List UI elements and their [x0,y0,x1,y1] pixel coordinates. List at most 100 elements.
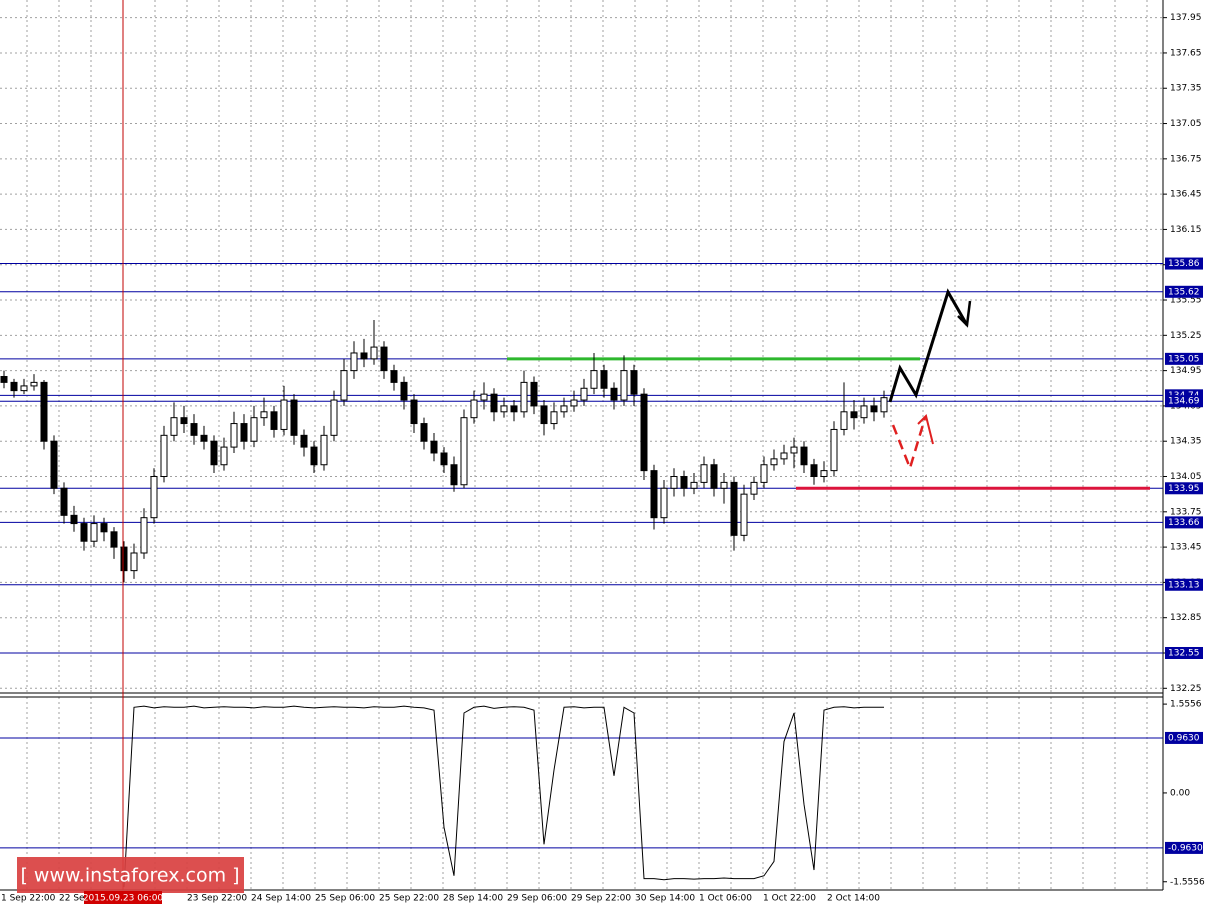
crosshair-box [84,891,162,904]
candle-body [340,370,348,401]
y-tick-label: 134.35 [1170,437,1202,447]
x-tick-label: 25 Sep 22:00 [379,894,439,904]
candle-body [70,514,78,525]
level-label: 135.62 [1168,287,1200,297]
level-label-box [1165,482,1203,495]
indicator-tick-label: 1.5556 [1170,700,1202,710]
candle-body [50,440,58,489]
candle-body [850,411,858,419]
candle-body [580,387,588,401]
candle-body [820,470,828,478]
candle-body [730,481,738,536]
candle-body [490,393,498,413]
indicator-line [123,705,884,888]
level-label-box [1165,285,1203,298]
candle-body [710,464,718,489]
candle-body [380,346,388,372]
x-tick-label: 29 Sep 22:00 [571,894,631,904]
vertical-grid [26,0,1148,890]
y-tick-label: 136.45 [1170,190,1202,200]
candle-body [440,452,448,466]
candle-body [790,446,798,454]
candle-body [430,440,438,454]
arrow-head [957,300,972,328]
x-tick-label: 24 Sep 14:00 [251,894,311,904]
x-tick-label: 29 Sep 06:00 [507,894,567,904]
candle-body [20,385,28,392]
candle-body [510,405,518,413]
candle-body [690,481,698,489]
candle-body [770,458,778,466]
candle-body [0,376,8,383]
forecast-arrow [888,288,969,403]
candle-body [600,370,608,389]
level-label: 135.86 [1168,259,1200,269]
candle-body [180,417,188,425]
candle-body [530,381,538,407]
x-tick-label: 1 Oct 22:00 [763,894,816,904]
level-label: 135.05 [1168,354,1200,364]
x-tick-label: 22 Sep [59,894,91,904]
level-label-box [1165,257,1203,270]
y-tick-label: 133.75 [1170,507,1202,517]
candle-body [390,370,398,383]
y-tick-label: 136.75 [1170,154,1202,164]
candle-body [60,487,68,516]
candle-body [750,481,758,495]
candle-body [870,405,878,413]
candle-body [700,464,708,483]
candle-body [640,393,648,472]
y-tick-label: 132.25 [1170,684,1202,694]
candle-body [160,434,168,478]
alt-forecast-arrow [891,417,927,472]
candle-body [110,531,118,548]
candle-body [270,411,278,430]
candle-body [90,523,98,542]
candle-body [810,464,818,478]
candle-body [740,493,748,536]
candle-body [360,352,368,360]
candle-body [590,370,598,389]
candle-body [370,346,378,360]
y-tick-label: 137.05 [1170,119,1202,129]
x-tick-label: 2 Oct 14:00 [827,894,880,904]
candle-body [840,411,848,430]
candle-body [40,381,48,442]
y-tick-label: 137.35 [1170,84,1202,94]
candle-body [800,446,808,466]
candle-body [170,417,178,436]
level-label-box [1165,841,1203,854]
candle-body [540,405,548,425]
watermark-box [17,857,244,893]
candle-body [140,517,148,554]
level-label: 133.13 [1168,580,1200,590]
indicator-level-label: -0.9630 [1168,843,1203,853]
level-label-box [1165,395,1203,408]
candle-body [570,399,578,407]
y-tick-label: 137.65 [1170,48,1202,58]
candle-body [190,423,198,436]
candle-body [150,476,158,519]
candle-body [460,417,468,486]
arrow-head [917,414,934,445]
level-label: 133.95 [1168,484,1200,494]
level-label: 134.69 [1168,397,1200,407]
candle-body [330,399,338,436]
indicator-tick-label: -1.5556 [1170,877,1205,887]
candle-body [650,470,658,519]
level-label-box [1165,516,1203,529]
candle-body [680,476,688,489]
candle-body [660,487,668,519]
candle-body [410,399,418,425]
candle-body [500,405,508,413]
candle-body [630,370,638,395]
y-tick-label: 133.45 [1170,543,1202,553]
x-tick-label: 1 Sep 22:00 [1,894,56,904]
candle-body [480,393,488,401]
candle-body [310,446,318,466]
candle-body [780,452,788,460]
candle-body [470,399,478,419]
candle-body [10,381,18,392]
candle-body [860,405,868,419]
